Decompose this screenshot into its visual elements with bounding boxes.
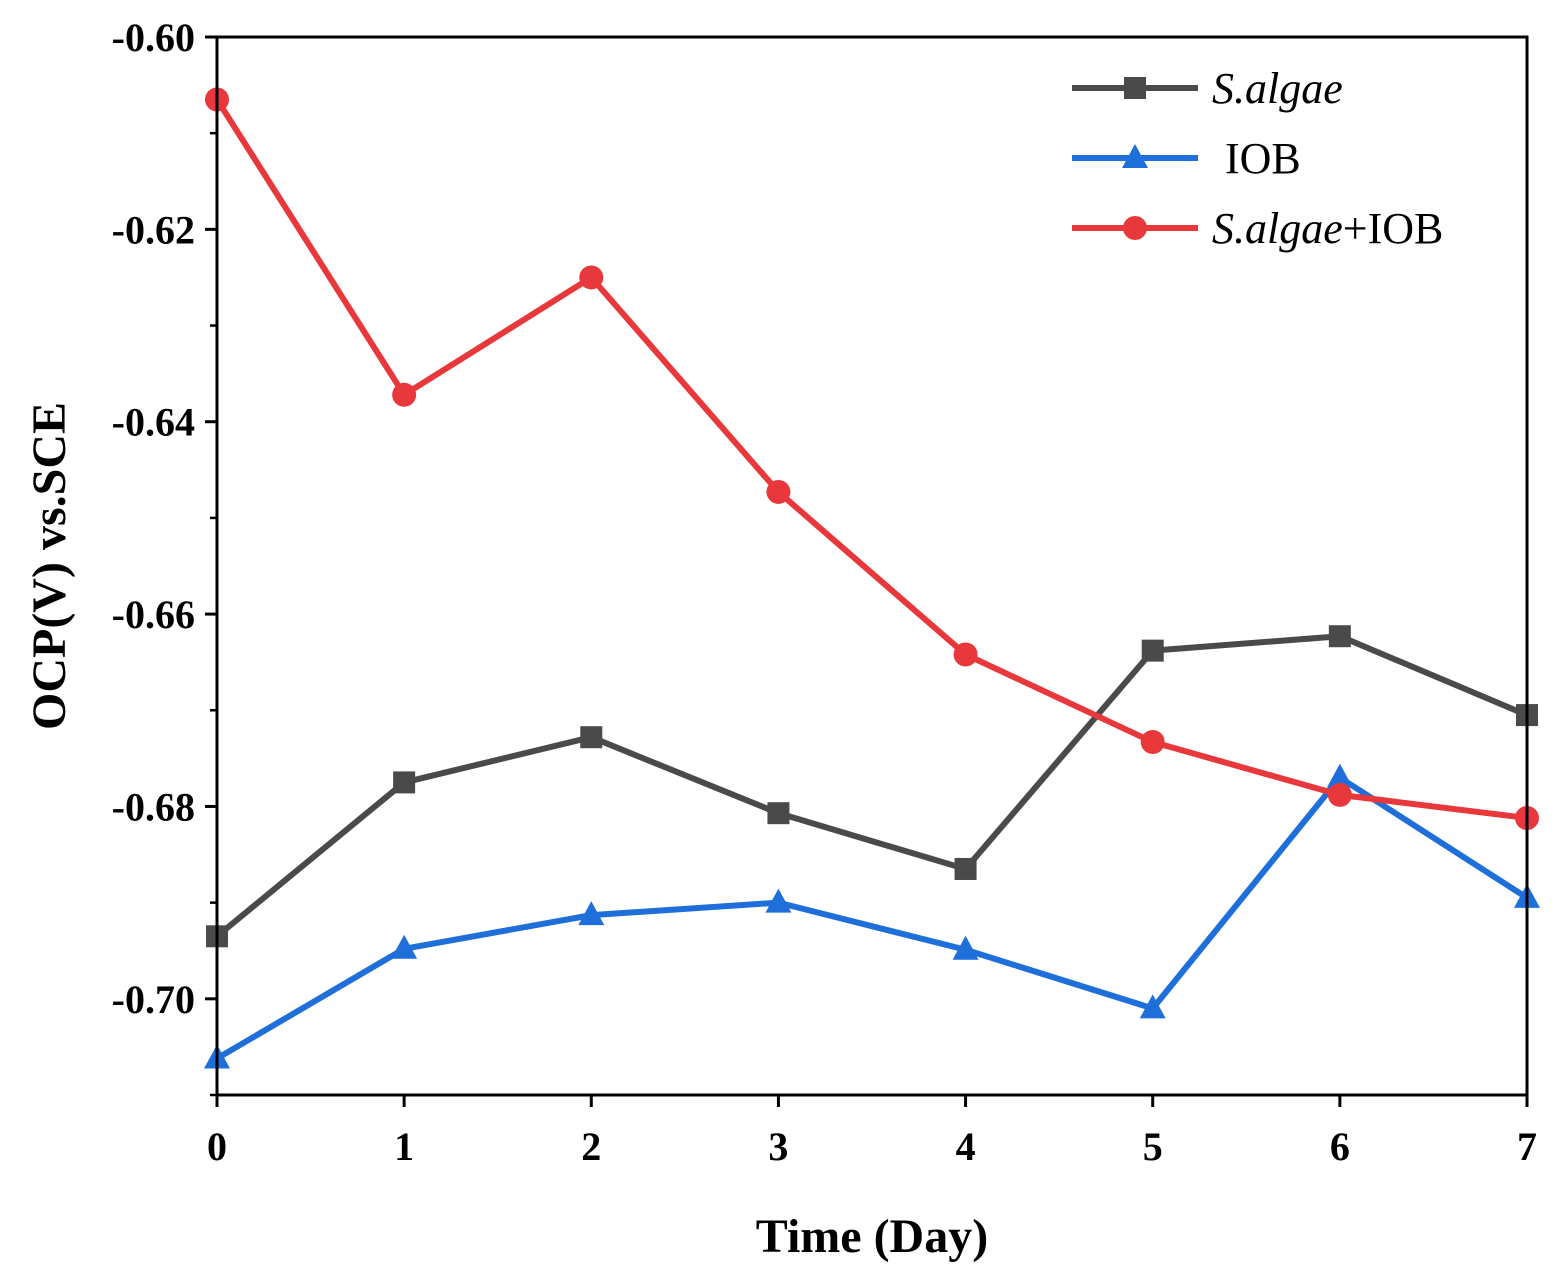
legend-marker: [1124, 77, 1146, 99]
data-point: [1327, 782, 1352, 807]
legend-marker: [1123, 216, 1147, 240]
legend-label-italic: S.algae: [1212, 204, 1343, 253]
y-tick-label: -0.66: [112, 592, 195, 637]
y-tick-label: -0.70: [112, 977, 195, 1022]
y-tick-label: -0.60: [112, 15, 195, 60]
data-point: [952, 935, 979, 960]
x-tick-label: 7: [1517, 1124, 1537, 1169]
data-point: [393, 771, 416, 794]
x-tick-label: 1: [394, 1124, 414, 1169]
data-point: [1326, 763, 1353, 788]
data-point: [391, 934, 418, 959]
series-s-algae: [206, 625, 1538, 948]
x-tick-label: 2: [581, 1124, 601, 1169]
plot-frame: [215, 35, 1529, 1097]
data-point: [767, 802, 790, 825]
series-layer: [204, 87, 1540, 1069]
y-axis-title: OCP(V) vs.SCE: [23, 402, 76, 730]
data-point: [392, 382, 417, 407]
data-point: [1141, 639, 1164, 662]
data-point: [580, 726, 603, 749]
x-axis-title: Time (Day): [756, 1210, 988, 1263]
series-iob: [204, 763, 1540, 1069]
y-tick-label: -0.62: [112, 207, 195, 252]
legend-item: S.algae: [1072, 64, 1343, 113]
legend-label: S.algae+IOB: [1212, 204, 1443, 253]
data-point: [1140, 730, 1165, 755]
legend-item: S.algae+IOB: [1072, 204, 1443, 253]
data-point: [579, 265, 604, 290]
y-tick-label: -0.68: [112, 784, 195, 829]
series-s-algae-iob: [205, 87, 1539, 830]
legend-item: IOB: [1072, 134, 1301, 183]
data-point: [578, 901, 605, 926]
data-point: [1139, 994, 1166, 1019]
y-tick-label: -0.64: [112, 400, 195, 445]
legend-marker: [1122, 144, 1148, 168]
x-axis: 0 1 2 3 4 5 6 7: [207, 1095, 1537, 1169]
x-tick-label: 4: [956, 1124, 976, 1169]
data-point: [954, 857, 977, 880]
data-point: [1328, 625, 1351, 648]
data-point: [766, 479, 791, 504]
series-line: [214, 97, 1528, 821]
legend-label-italic: S.algae: [1212, 64, 1343, 113]
series-line: [215, 633, 1529, 939]
legend-label-text: IOB: [1225, 134, 1301, 183]
data-point: [765, 888, 792, 913]
legend-label-text: +IOB: [1343, 204, 1444, 253]
legend-label: IOB: [1225, 134, 1301, 183]
data-point: [953, 642, 978, 667]
x-tick-label: 3: [768, 1124, 788, 1169]
legend-label: S.algae: [1212, 64, 1343, 113]
y-axis: -0.60 -0.62 -0.64 -0.66 -0.68 -0.70: [112, 15, 217, 1097]
x-tick-label: 6: [1330, 1124, 1350, 1169]
x-tick-label: 5: [1143, 1124, 1163, 1169]
x-tick-label: 0: [207, 1124, 227, 1169]
series-line: [215, 774, 1529, 1062]
